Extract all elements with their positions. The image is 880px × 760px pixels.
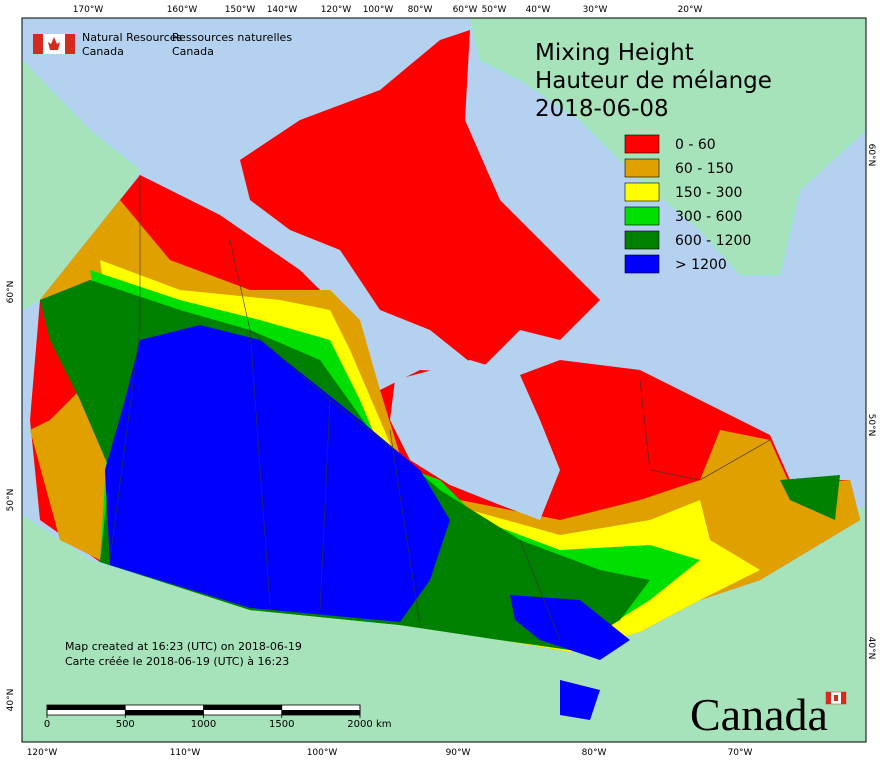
longitude-label: 30°W (583, 5, 608, 15)
flag-bar (826, 692, 831, 704)
map-frame (21, 17, 867, 743)
scale-bar-segment (125, 710, 204, 715)
scale-label: 2000 (347, 719, 372, 730)
legend-swatch (624, 182, 660, 202)
longitude-label: 100°W (363, 5, 394, 15)
map-body (22, 18, 866, 742)
flag-leaf (48, 37, 60, 50)
region-blue (105, 325, 630, 720)
latitude-label: 50°N (866, 414, 876, 437)
flag-bar (33, 34, 43, 54)
title: Mixing Height (535, 40, 694, 66)
latitude-label: 40°N (6, 689, 16, 712)
longitude-label: 90°W (446, 748, 471, 758)
province-borders (109, 175, 771, 641)
longitude-label: 140°W (267, 5, 298, 15)
legend-swatch (624, 158, 660, 178)
legend-swatch (624, 134, 660, 154)
canada-wordmark: Canada (690, 689, 828, 740)
longitude-label: 170°W (73, 5, 104, 15)
agency-en: Canada (82, 45, 124, 58)
credit: Carte créée le 2018-06-19 (UTC) à 16:23 (65, 655, 289, 668)
legend-swatch (624, 254, 660, 274)
agency-en: Natural Resources (82, 31, 183, 44)
flag-leaf (834, 695, 838, 701)
scale-label: 1000 (191, 719, 216, 730)
scale-bar-segment (203, 705, 282, 710)
legend-swatch (624, 230, 660, 250)
longitude-label: 120°W (321, 5, 352, 15)
legend-label: 150 - 300 (675, 185, 742, 201)
scale-label: 1500 (269, 719, 294, 730)
greenland (469, 18, 866, 276)
longitude-label: 20°W (678, 5, 703, 15)
longitude-label: 110°W (170, 748, 201, 758)
flag-bar (841, 692, 846, 704)
agency-fr: Canada (172, 45, 214, 58)
latitude-label: 50°N (6, 489, 16, 512)
scale-bar-segment (47, 705, 126, 710)
legend-label: 600 - 1200 (675, 233, 751, 249)
title-date: 2018-06-08 (535, 96, 669, 122)
latitude-label: 60°N (6, 281, 16, 304)
latitude-label: 60°N (866, 144, 876, 167)
longitude-label: 150°W (225, 5, 256, 15)
credit: Map created at 16:23 (UTC) on 2018-06-19 (65, 640, 302, 653)
longitude-label: 80°W (408, 5, 433, 15)
scale-label: 500 (116, 719, 135, 730)
longitude-label: 70°W (728, 748, 753, 758)
legend-label: 0 - 60 (675, 137, 716, 153)
longitude-label: 80°W (582, 748, 607, 758)
arctic-islands (240, 30, 600, 370)
legend-label: 300 - 600 (675, 209, 742, 225)
scale-unit: km (376, 719, 392, 730)
longitude-label: 100°W (307, 748, 338, 758)
agency-fr: Ressources naturelles (172, 31, 292, 44)
latitude-label: 40°N (866, 637, 876, 660)
scale-bar-segment (281, 710, 360, 715)
title: Hauteur de mélange (535, 68, 772, 94)
scale-label: 0 (44, 719, 50, 730)
longitude-label: 40°W (526, 5, 551, 15)
longitude-label: 50°W (482, 5, 507, 15)
legend-swatch (624, 206, 660, 226)
longitude-label: 60°W (453, 5, 478, 15)
legend-label: > 1200 (675, 257, 727, 273)
flag-bar (65, 34, 75, 54)
legend-label: 60 - 150 (675, 161, 734, 177)
longitude-label: 160°W (167, 5, 198, 15)
hudson-bay (390, 360, 560, 520)
longitude-label: 120°W (27, 748, 58, 758)
